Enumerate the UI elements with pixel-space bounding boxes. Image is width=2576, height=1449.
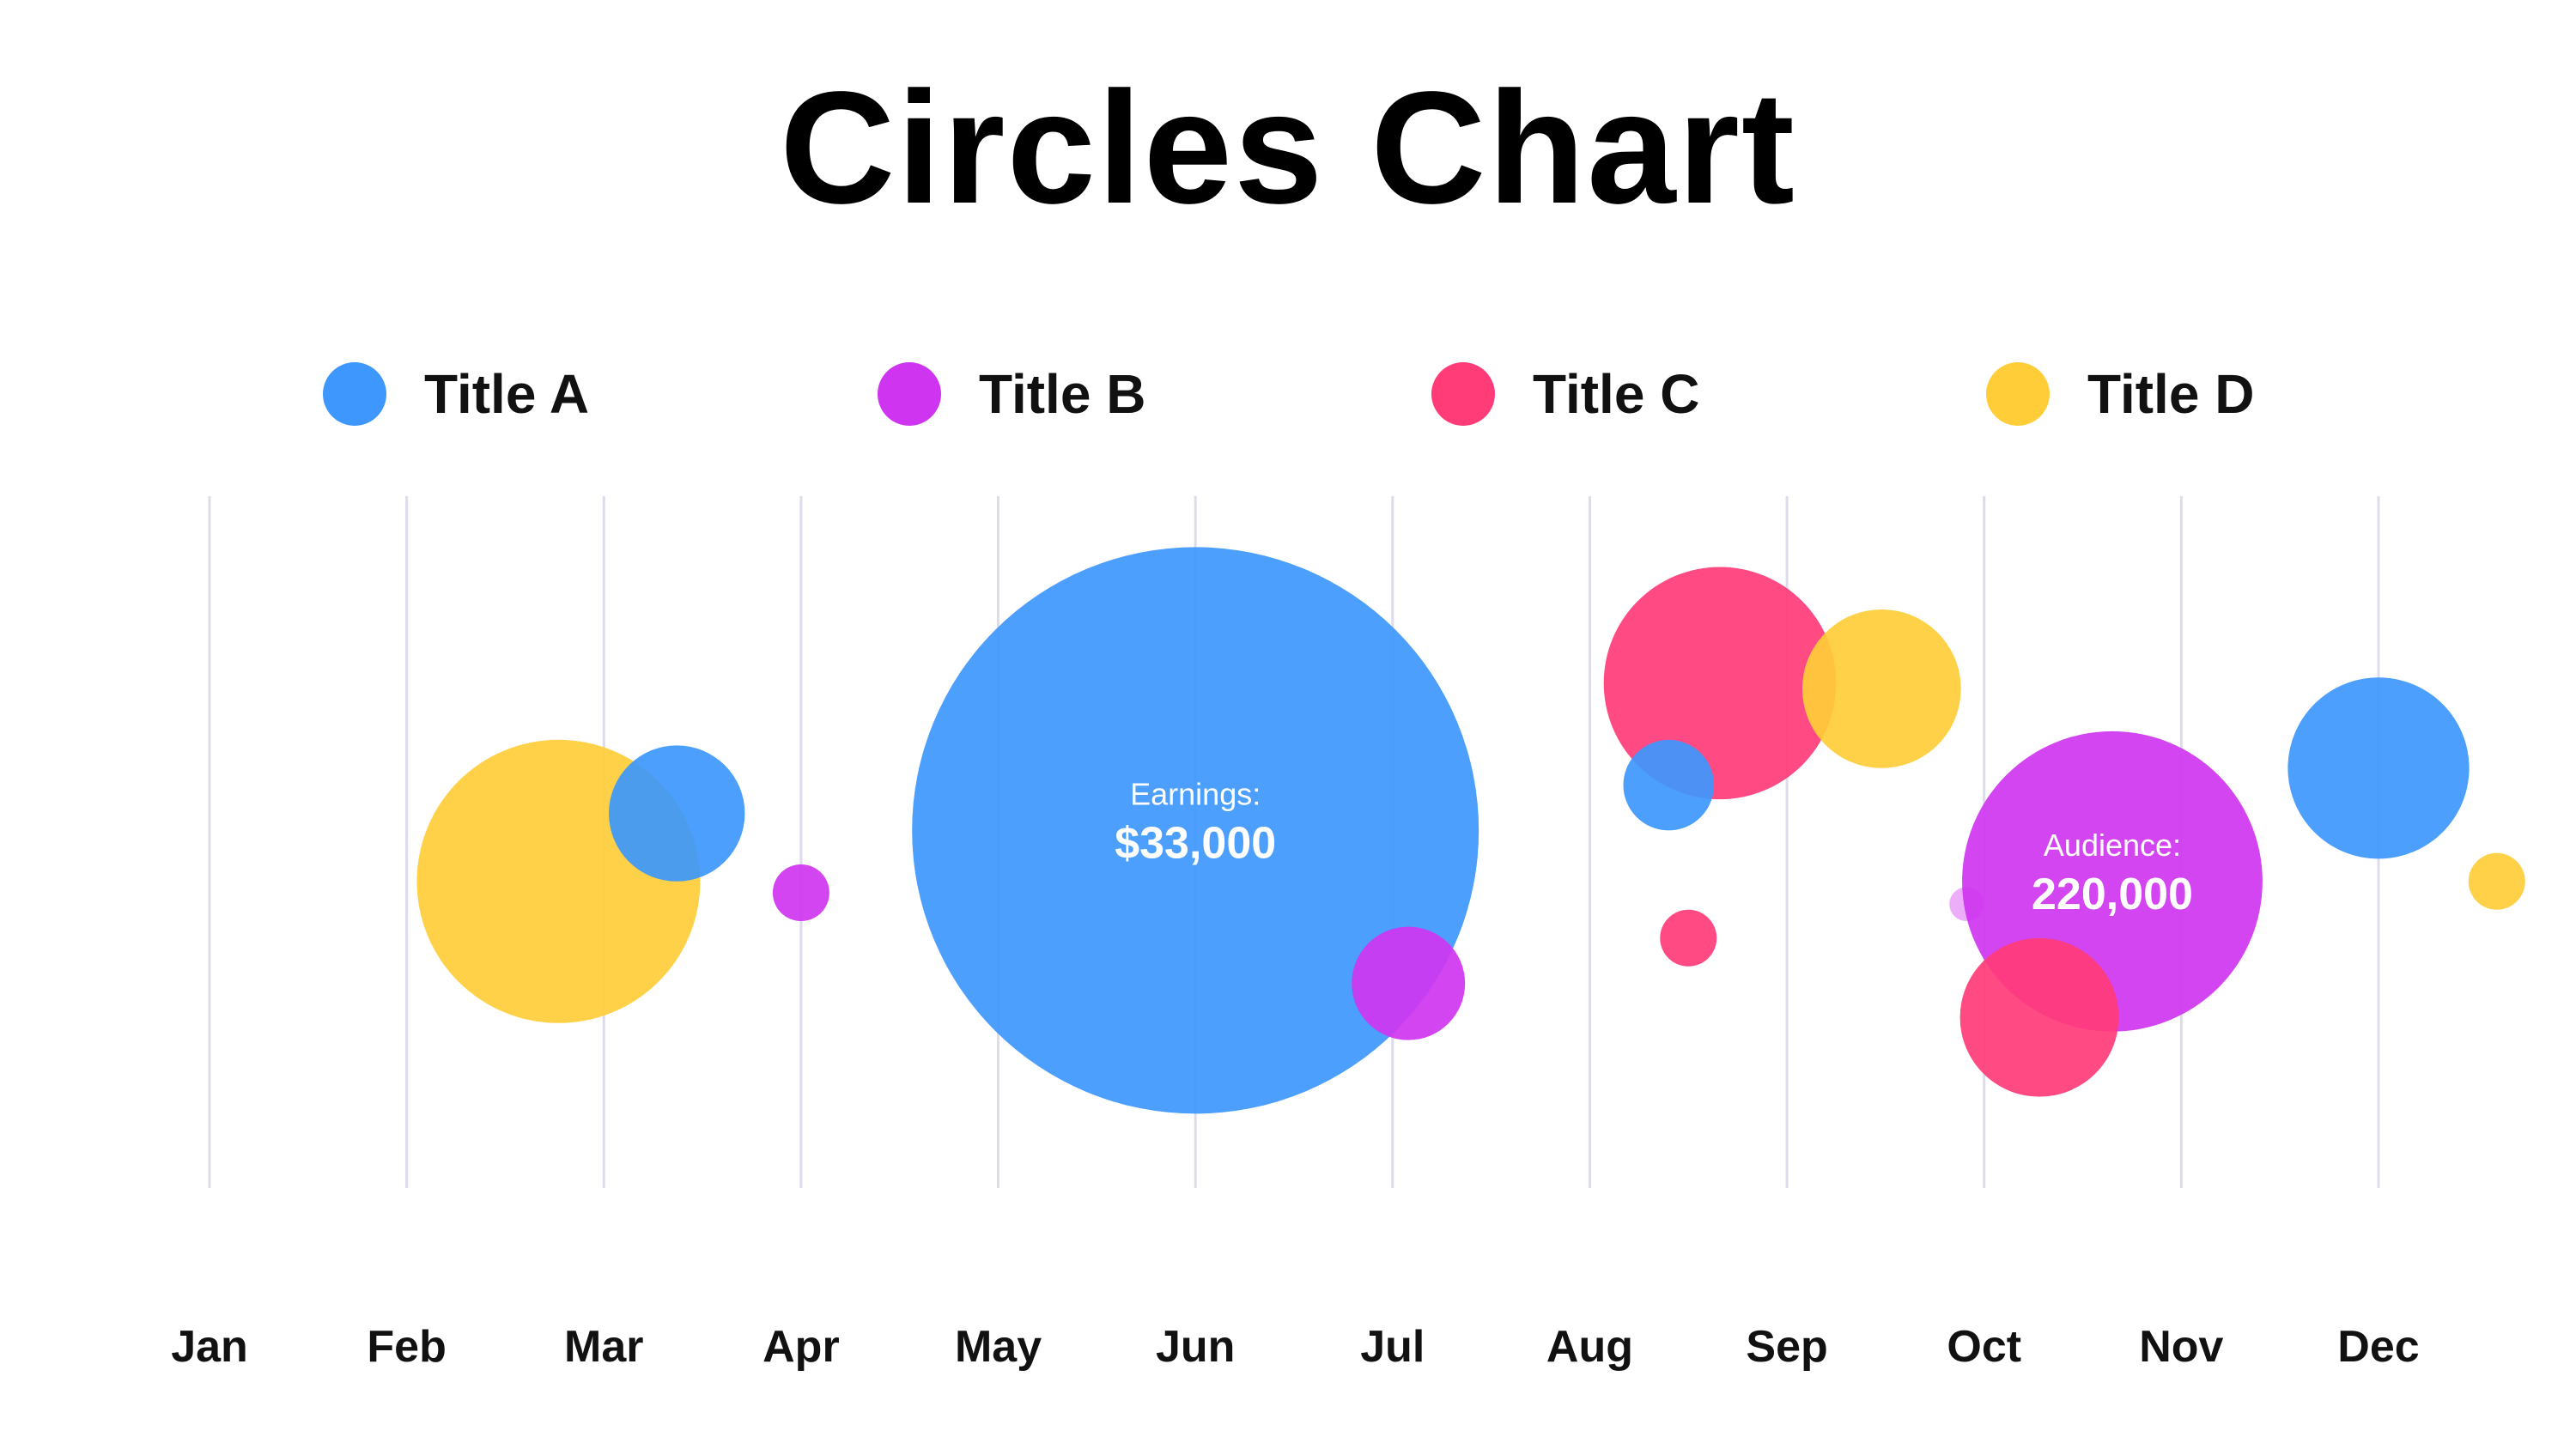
annotation-value-1: $33,000 [1115, 818, 1276, 868]
month-label-dec: Dec [2337, 1322, 2419, 1372]
bubble-title-b-3 [1949, 887, 1984, 921]
bubble-title-b-1 [772, 864, 829, 921]
bubble-title-c-1 [1660, 909, 1717, 967]
bubble-title-c-3 [1959, 937, 2119, 1097]
legend-label-title-b: Title B [979, 363, 1146, 425]
month-label-mar: Mar [564, 1322, 643, 1372]
bubble-title-b-2 [1352, 926, 1466, 1040]
month-label-aug: Aug [1546, 1322, 1633, 1372]
month-label-jun: Jun [1156, 1322, 1235, 1372]
legend-label-title-c: Title C [1533, 363, 1700, 425]
month-label-feb: Feb [367, 1322, 446, 1372]
month-axis: Jan Feb Mar Apr May Jun Jul Aug Sep Oct Nov Dec [171, 1322, 2420, 1372]
month-label-jul: Jul [1360, 1322, 1425, 1372]
annotations: Earnings: $33,000 Audience: 220,000 [1115, 776, 2193, 919]
bubble-title-d-2 [1801, 609, 1961, 768]
annotation-label-1: Earnings: [1130, 776, 1261, 811]
legend-label-title-a: Title A [424, 363, 590, 425]
bubbles [416, 547, 2525, 1114]
month-label-may: May [955, 1322, 1042, 1372]
bubble-title-a-2 [912, 547, 1479, 1114]
legend-dot-title-b [878, 362, 941, 426]
month-label-nov: Nov [2139, 1322, 2223, 1372]
annotation-value-2: 220,000 [2032, 870, 2193, 919]
bubble-title-a-3 [1623, 739, 1715, 831]
month-label-apr: Apr [762, 1322, 840, 1372]
legend-dot-title-d [1986, 362, 2050, 426]
bubble-title-a-1 [609, 745, 745, 882]
bubble-title-d-3 [2468, 852, 2525, 910]
legend-dot-title-c [1431, 362, 1495, 426]
month-label-jan: Jan [171, 1322, 248, 1372]
legend-dot-title-a [323, 362, 386, 426]
month-label-sep: Sep [1746, 1322, 1827, 1372]
annotation-label-2: Audience: [2044, 828, 2181, 863]
bubble-title-a-4 [2287, 677, 2470, 859]
legend-label-title-d: Title D [2087, 363, 2255, 425]
month-label-oct: Oct [1947, 1322, 2021, 1372]
chart-legend: Title A Title B Title C Title D [0, 352, 2576, 438]
chart-title: Circles Chart [780, 59, 1796, 237]
